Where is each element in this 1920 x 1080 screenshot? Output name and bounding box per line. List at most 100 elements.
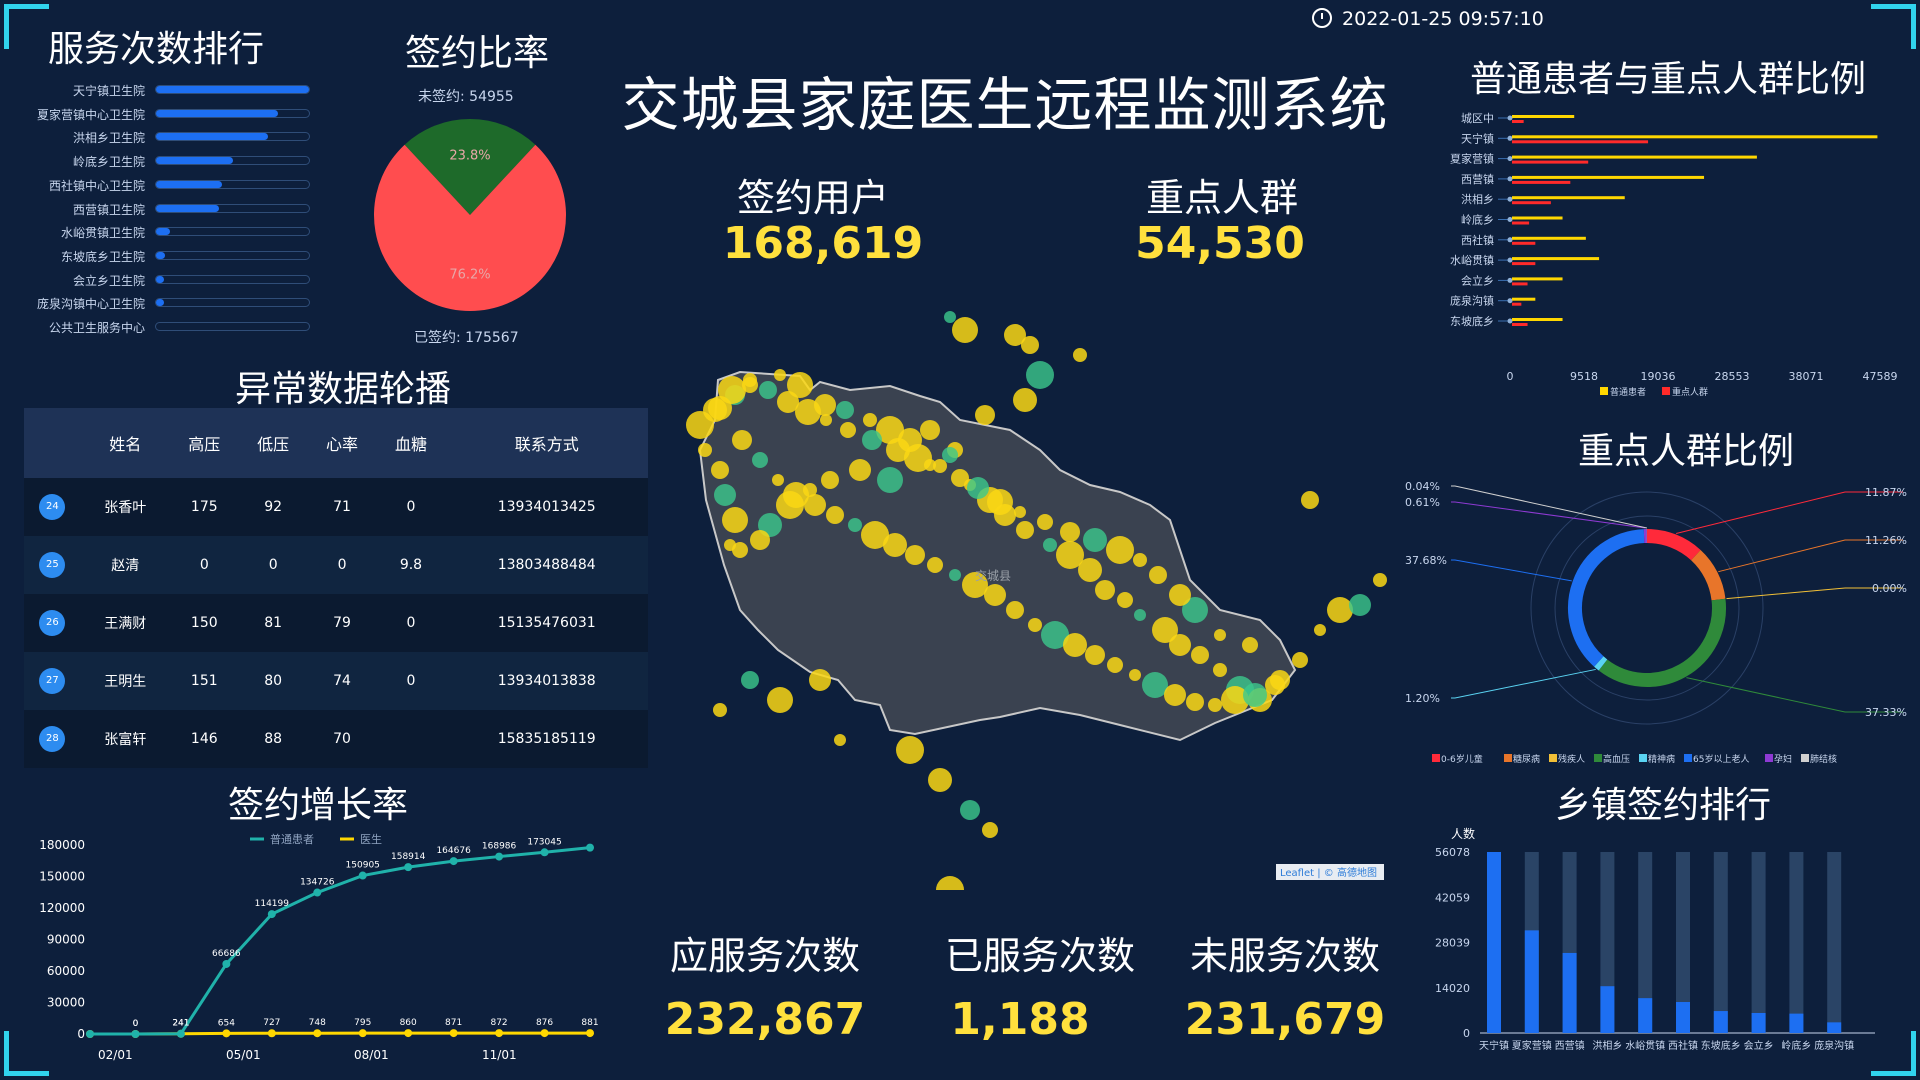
map-heat-dot: [1063, 633, 1087, 657]
growth-point: [586, 1029, 594, 1038]
table-header: 联系方式: [445, 408, 648, 478]
growth-point: [586, 843, 594, 852]
map-heat-dot: [783, 482, 809, 508]
map-heat-dot: [1028, 618, 1042, 632]
map-heat-dot: [1014, 506, 1026, 518]
growth-point: [313, 1029, 322, 1038]
should-serve-value: 232,867: [664, 994, 866, 1045]
map-heat-dot: [886, 438, 910, 462]
map-heat-dot: [826, 506, 844, 524]
nvk-bar: [1512, 282, 1528, 286]
map-heat-dot: [759, 381, 777, 399]
map-heat-dot: [834, 734, 846, 746]
service-rank-row: 夏家营镇中心卫生院: [0, 102, 320, 126]
growth-point: [176, 1029, 185, 1038]
donut-slice: [1568, 529, 1645, 667]
town-y-tick: 28039: [1435, 937, 1470, 950]
nvk-bar: [1512, 180, 1571, 184]
nvk-bar: [1512, 216, 1563, 220]
map-heat-dot: [1327, 597, 1353, 623]
town-bar: [1713, 1011, 1728, 1033]
town-bar: [1600, 986, 1615, 1033]
map-heat-dot: [820, 414, 832, 426]
map-heat-dot: [1004, 324, 1026, 346]
town-y-axis-label: 人数: [1451, 826, 1475, 841]
map-heat-dot: [840, 422, 856, 438]
donut-slice: [1598, 598, 1726, 687]
map-heat-dot: [1078, 558, 1102, 582]
growth-y-tick: 120000: [39, 901, 85, 915]
table-header: [24, 408, 81, 478]
map-heat-dot: [1060, 522, 1080, 542]
growth-point: [449, 1029, 458, 1038]
map-heat-dot: [861, 521, 889, 549]
service-rank-bar: [156, 275, 164, 283]
service-rank-row: 西社镇中心卫生院: [0, 173, 320, 197]
map-heat-dot: [936, 876, 964, 890]
service-rank-row: 会立乡卫生院: [0, 268, 320, 292]
table-cell: [376, 710, 446, 768]
donut-legend-label: 65岁以上老人: [1693, 753, 1749, 765]
donut-legend-label: 高血压: [1603, 753, 1630, 765]
map-heat-dot: [713, 703, 727, 717]
map-heat-dot: [718, 376, 746, 404]
nvk-category-label: 岭底乡: [1461, 213, 1494, 227]
table-cell: 81: [238, 594, 308, 652]
map-heat-dot: [772, 474, 784, 486]
donut-slice-label: 37.33%: [1865, 706, 1907, 719]
service-rank-bar: [156, 204, 219, 212]
growth-point-label: 860: [400, 1018, 417, 1028]
map-heat-dot: [1292, 652, 1308, 668]
donut-slice: [1646, 529, 1701, 561]
map-heat-dot: [1169, 634, 1191, 656]
nvk-axis-dot: [1507, 135, 1513, 141]
not-served-label: 未服务次数: [1189, 934, 1380, 978]
map-heat-dot: [905, 545, 925, 565]
town-x-tick: 西社镇: [1668, 1039, 1698, 1052]
table-row[interactable]: 27 王明生 151 80 74 0 13934013838: [24, 652, 648, 710]
table-cell: 13803488484: [445, 536, 648, 594]
service-rank-label: 西社镇中心卫生院: [48, 178, 145, 193]
donut-leader-line: [1451, 559, 1572, 582]
growth-point-label: 158914: [391, 852, 426, 862]
map-heat-dot: [927, 557, 943, 573]
growth-point-label: 241: [172, 1019, 189, 1029]
map-heat-dot: [821, 471, 839, 489]
nvk-bar: [1512, 241, 1536, 245]
table-cell: 13934013425: [445, 478, 648, 536]
corner-top-left: [4, 4, 49, 49]
map-heat-dot: [741, 671, 759, 689]
table-row[interactable]: 25 赵清 0 0 0 9.8 13803488484: [24, 536, 648, 594]
donut-legend-swatch: [1432, 754, 1440, 762]
service-rank-bar: [156, 299, 164, 307]
table-row[interactable]: 24 张香叶 175 92 71 0 13934013425: [24, 478, 648, 536]
service-rank-label: 天宁镇卫生院: [72, 84, 145, 98]
service-rank-bar: [156, 109, 279, 117]
map-heat-dot: [1134, 609, 1146, 621]
town-x-tick: 西营镇: [1555, 1039, 1585, 1052]
nvk-bar: [1512, 221, 1530, 225]
town-x-tick: 夏家营镇: [1512, 1039, 1552, 1052]
table-cell: 70: [307, 710, 377, 768]
service-rank-chart: 天宁镇卫生院 夏家营镇中心卫生院 洪相乡卫生院 岭底乡卫生院 西社镇中心卫生院 西营镇卫生…: [0, 78, 320, 338]
growth-legend-label: 医生: [360, 832, 382, 846]
map-region-label: 交城县: [975, 568, 1011, 583]
map-attribution: Leaflet | © 高德地图: [1280, 866, 1377, 879]
county-map[interactable]: 交城县 Leaflet | © 高德地图: [660, 310, 1390, 890]
donut-legend-label: 残疾人: [1558, 753, 1585, 765]
table-row[interactable]: 28 张富轩 146 88 70 15835185119: [24, 710, 648, 768]
table-row[interactable]: 26 王满财 150 81 79 0 15135476031: [24, 594, 648, 652]
map-heat-dot: [1182, 597, 1208, 623]
map-heat-dot: [1133, 553, 1147, 567]
growth-y-tick: 30000: [47, 996, 85, 1010]
nvk-bar: [1512, 257, 1600, 261]
map-heat-dot: [787, 372, 813, 398]
nvk-bar: [1512, 318, 1563, 321]
service-rank-row: 西营镇卫生院: [0, 197, 320, 221]
donut-legend-swatch: [1549, 754, 1557, 762]
growth-line-chart: 0 30000 60000 90000 120000 150000 180000 02/01 0…: [39, 832, 598, 1062]
growth-title: 签约增长率: [228, 785, 409, 826]
nvk-x-tick: 0: [1507, 370, 1514, 383]
map-heat-dot: [774, 369, 786, 381]
map-heat-dot: [896, 736, 924, 764]
